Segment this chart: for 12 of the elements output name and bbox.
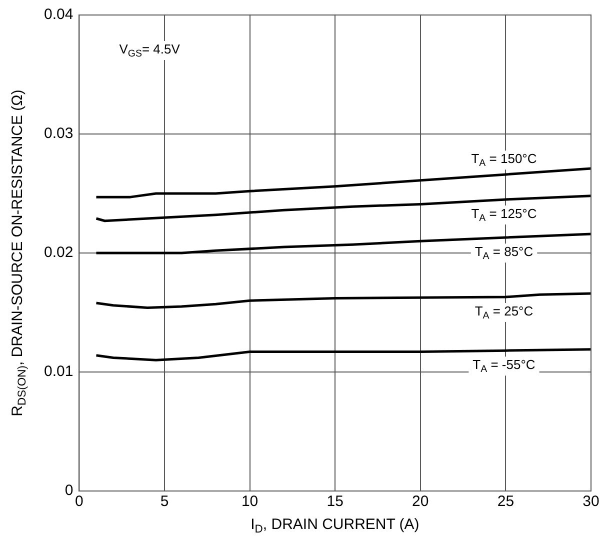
x-tick-label: 15 [326, 493, 344, 510]
x-tick-label: 30 [582, 493, 600, 510]
x-tick-label: 10 [241, 493, 258, 510]
x-tick-label: 20 [412, 493, 429, 510]
x-tick-label: 5 [160, 493, 169, 510]
y-tick-label: 0.04 [44, 6, 74, 24]
y-tick-label: 0.01 [44, 363, 74, 380]
y-axis-title: RDS(ON), DRAIN-SOURCE ON-RESISTANCE (Ω) [9, 90, 29, 416]
y-tick-label: 0.02 [44, 244, 74, 262]
y-tick-label: 0.03 [44, 125, 74, 142]
y-tick-label: 0 [64, 482, 74, 500]
x-tick-label: 25 [497, 493, 514, 510]
